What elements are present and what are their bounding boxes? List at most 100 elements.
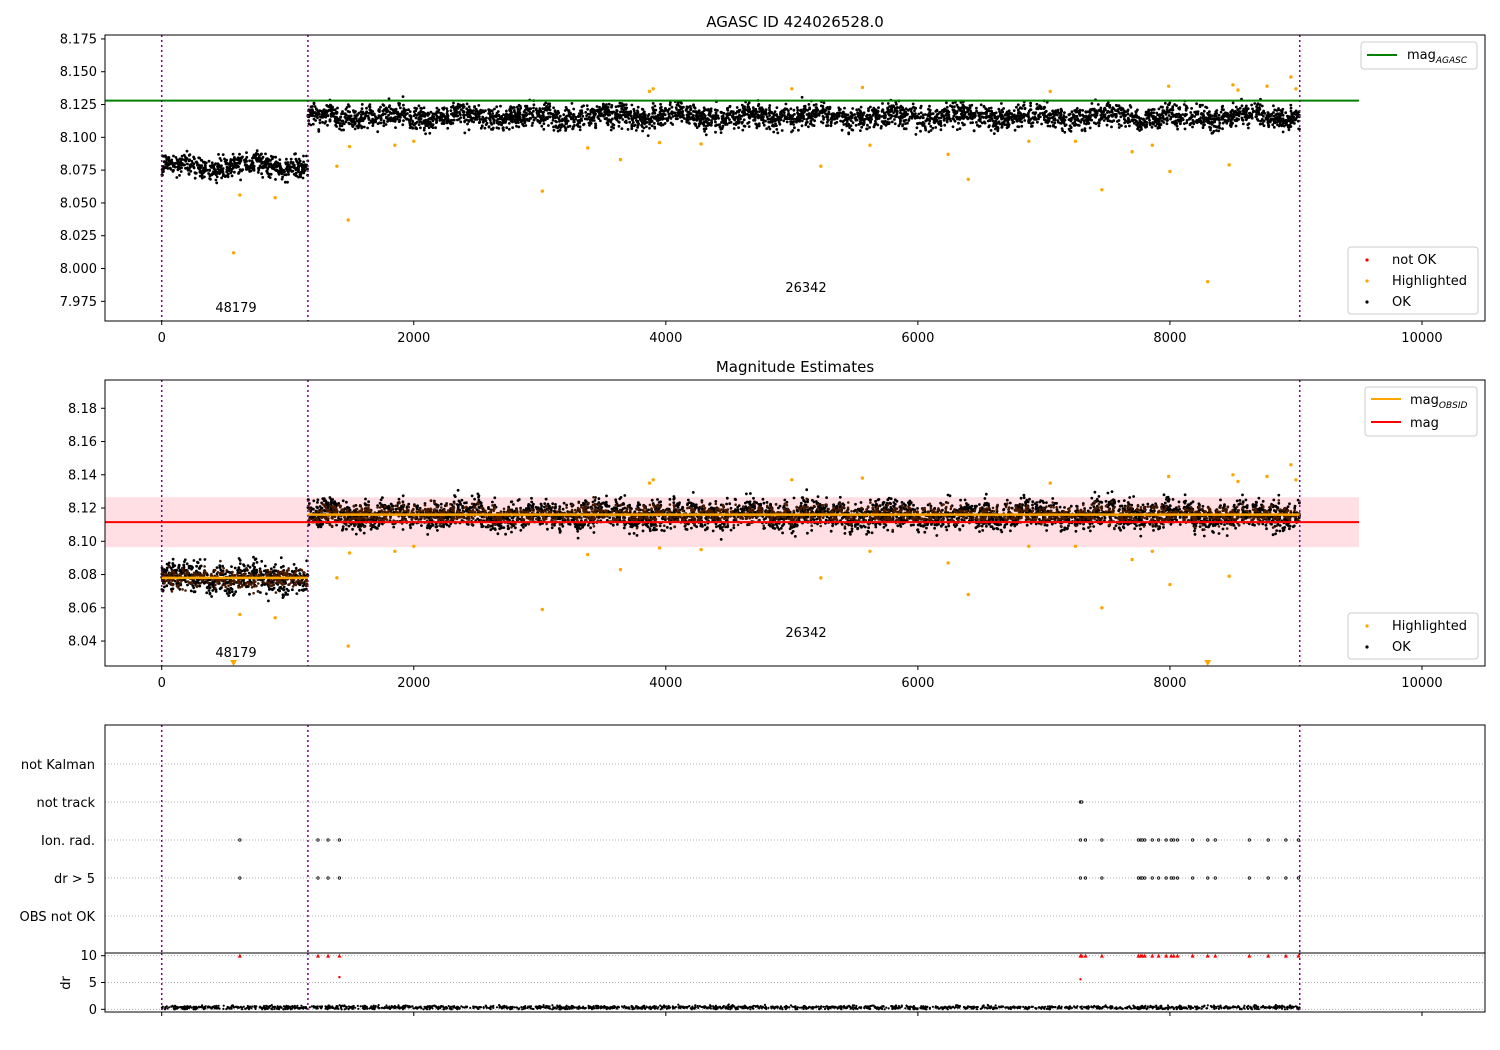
highlighted-point <box>946 152 950 157</box>
ok-point <box>928 108 932 112</box>
ok-point <box>302 171 306 175</box>
ok-point <box>940 112 944 116</box>
ok-point <box>714 130 717 134</box>
ok-point <box>495 105 499 109</box>
ok-point <box>851 121 855 125</box>
ok-point <box>1157 125 1161 128</box>
ok-point <box>943 117 946 121</box>
ok-point <box>626 114 630 118</box>
ok-point <box>368 121 371 125</box>
ok-point <box>776 131 780 135</box>
ok-point <box>674 106 678 109</box>
ok-point <box>255 149 259 153</box>
ok-point <box>1171 114 1175 117</box>
ok-point <box>367 117 371 120</box>
ok-point <box>439 111 443 115</box>
ok-point <box>740 103 744 107</box>
ok-point <box>859 129 862 133</box>
ok-point <box>485 116 488 120</box>
ok-point <box>477 104 481 107</box>
ok-point <box>933 117 936 121</box>
ok-point <box>1225 121 1229 125</box>
ok-point <box>620 127 624 130</box>
ok-point <box>429 110 433 114</box>
ok-point <box>216 162 220 166</box>
ok-point <box>1207 113 1211 117</box>
ok-point <box>351 125 355 128</box>
ok-point <box>702 124 706 127</box>
magnitude-estimates-panel: Magnitude Estimates 48179 26342 8.048.06… <box>68 358 1486 691</box>
ok-point <box>592 116 596 119</box>
ok-point <box>401 123 405 127</box>
ok-point <box>847 123 850 127</box>
ok-point <box>313 114 317 118</box>
ok-point <box>1075 107 1079 110</box>
highlighted-point <box>1073 139 1078 143</box>
ok-point <box>775 106 779 109</box>
ok-point <box>289 157 293 161</box>
ok-point <box>223 589 227 592</box>
ok-point <box>1089 108 1092 111</box>
ok-point <box>884 123 888 127</box>
ok-point <box>984 111 988 114</box>
ok-point <box>1127 118 1130 121</box>
ok-point <box>709 123 713 127</box>
ok-point <box>184 159 188 163</box>
ok-point <box>301 584 305 588</box>
ok-point <box>1164 113 1168 116</box>
ok-point <box>952 114 956 118</box>
highlighted-point <box>966 177 970 182</box>
ok-point <box>302 160 305 164</box>
ok-point <box>410 125 413 129</box>
ok-point <box>637 122 640 126</box>
ok-point <box>1249 115 1253 119</box>
ok-point <box>1128 104 1132 107</box>
ok-point <box>379 117 383 121</box>
ok-point <box>409 114 412 118</box>
ok-point <box>822 116 826 119</box>
ok-point <box>252 168 256 172</box>
highlighted-point <box>1027 139 1031 143</box>
ok-point <box>456 114 460 118</box>
ok-point <box>1244 118 1248 122</box>
ok-point <box>754 112 757 116</box>
ok-point <box>952 118 956 121</box>
ok-point <box>174 156 178 159</box>
ok-point <box>1097 124 1101 128</box>
ok-point <box>326 123 329 127</box>
x-tick-label: 0 <box>158 331 166 346</box>
ok-point <box>473 112 477 115</box>
ok-point <box>666 110 670 113</box>
ok-point <box>196 163 199 167</box>
ok-point <box>1070 110 1074 114</box>
ok-point <box>420 114 424 118</box>
ok-point <box>182 153 186 157</box>
ok-point <box>883 111 886 115</box>
ok-point <box>352 109 355 112</box>
ok-point <box>1073 120 1077 124</box>
panel1-legend-status: not OK Highlighted OK <box>1347 246 1479 315</box>
ok-point <box>980 111 984 115</box>
highlighted-point <box>647 89 652 94</box>
ok-point <box>1250 103 1253 107</box>
ok-point <box>313 111 317 114</box>
ok-point <box>212 167 216 171</box>
ok-point <box>509 109 512 113</box>
ok-point <box>1076 123 1080 127</box>
ok-point <box>431 126 435 129</box>
highlighted-point <box>1206 279 1210 284</box>
ok-point <box>1203 116 1207 120</box>
ok-point <box>1110 125 1113 129</box>
ok-point <box>860 125 864 129</box>
ok-point <box>692 117 695 121</box>
ok-point <box>380 113 384 117</box>
ok-point <box>225 158 229 162</box>
ok-point <box>543 117 547 121</box>
ok-point <box>272 167 276 171</box>
ok-point <box>1069 129 1073 133</box>
ok-point <box>1288 118 1292 122</box>
ok-point <box>517 103 521 107</box>
ok-point <box>164 155 168 159</box>
ok-point <box>532 106 535 110</box>
ok-point <box>1099 106 1103 110</box>
